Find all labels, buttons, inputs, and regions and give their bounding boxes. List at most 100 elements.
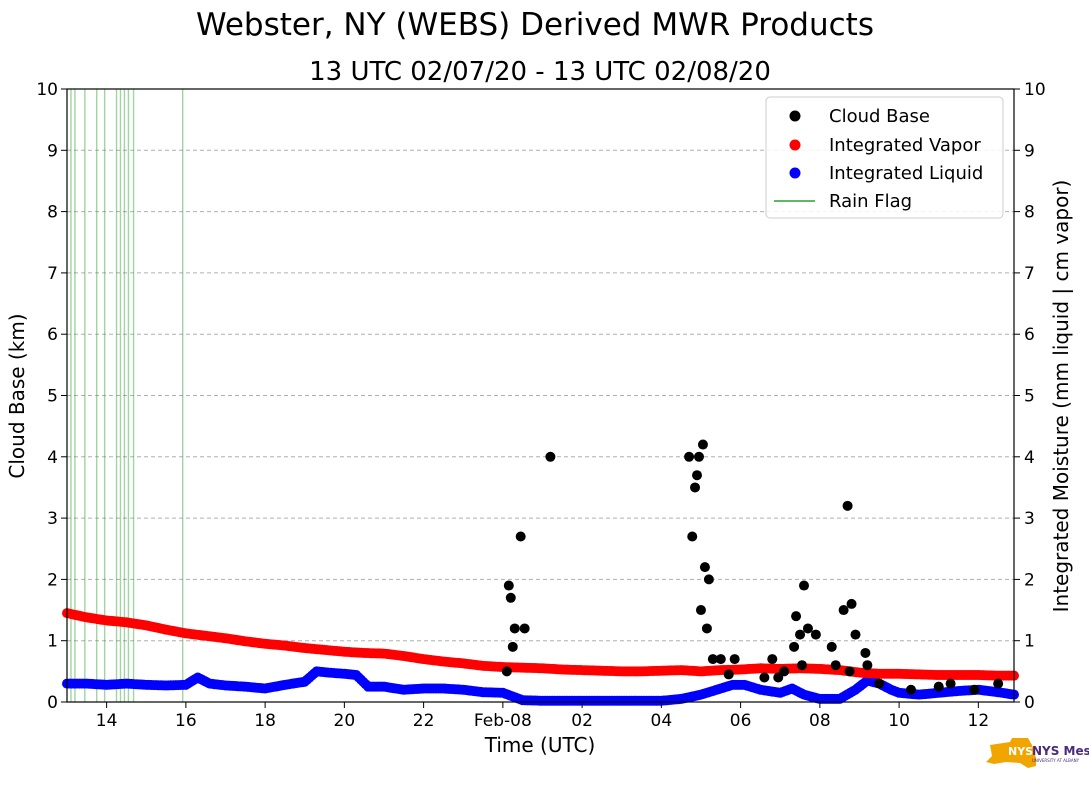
x-tick-label: 22 (413, 711, 435, 731)
nys-mesonet-logo: NYS NYS Mesonet UNIVERSITY AT ALBANY (986, 738, 1089, 768)
x-tick-label: 20 (334, 711, 356, 731)
cloud-base-point (515, 531, 526, 542)
cloud-base-point (507, 641, 518, 652)
cloud-base-point (545, 451, 556, 462)
legend: Cloud Base Integrated Vapor Integrated L… (765, 96, 1004, 219)
x-axis-ticks: 14 16 18 20 22 Feb-08 02 04 06 08 10 12 (96, 702, 989, 731)
legend-label-integrated-liquid: Integrated Liquid (829, 163, 983, 184)
y2-tick-label: 2 (1024, 570, 1035, 590)
y2-axis-label: Integrated Moisture (mm liquid | cm vapo… (1049, 180, 1073, 613)
x-axis-label: Time (UTC) (484, 733, 596, 757)
cloud-base-point (802, 623, 813, 634)
cloud-base-point (945, 678, 956, 689)
logo-subtext: UNIVERSITY AT ALBANY (1032, 758, 1080, 763)
cloud-base-point (519, 623, 530, 634)
chart-subtitle: 13 UTC 02/07/20 - 13 UTC 02/08/20 (309, 57, 771, 87)
cloud-base-point (505, 592, 516, 603)
y-tick-label: 3 (47, 509, 58, 529)
y-tick-label: 4 (47, 448, 58, 468)
y-axis-label: Cloud Base (km) (5, 313, 29, 478)
cloud-base-point (850, 629, 861, 640)
y2-tick-label: 0 (1024, 693, 1035, 713)
chart-title: Webster, NY (WEBS) Derived MWR Products (196, 7, 874, 43)
cloud-base-point (810, 629, 821, 640)
cloud-base-point (723, 669, 734, 680)
cloud-base-point (874, 678, 885, 689)
cloud-base-point (844, 666, 855, 677)
x-tick-label: 14 (96, 711, 118, 731)
x-tick-label: 02 (571, 711, 593, 731)
cloud-base-point (687, 531, 698, 542)
y-tick-label: 7 (47, 264, 58, 284)
x-tick-label: 16 (175, 711, 197, 731)
cloud-base-point (779, 666, 790, 677)
cloud-base-point (701, 623, 712, 634)
cloud-base-point (503, 580, 514, 591)
y2-tick-label: 5 (1024, 387, 1035, 407)
logo-nys-text: NYS (1008, 745, 1033, 758)
legend-label-cloud-base: Cloud Base (829, 106, 930, 127)
y2-tick-label: 3 (1024, 509, 1035, 529)
cloud-base-point (905, 684, 916, 695)
y2-tick-label: 8 (1024, 203, 1035, 223)
y2-axis-ticks: 0 1 2 3 4 5 6 7 8 9 10 (1014, 80, 1046, 713)
y-tick-label: 8 (47, 203, 58, 223)
cloud-base-point (699, 562, 710, 573)
x-tick-label: 08 (809, 711, 831, 731)
cloud-base-point (798, 580, 809, 591)
y2-tick-label: 6 (1024, 325, 1035, 345)
cloud-base-point (797, 660, 808, 671)
cloud-base-series (501, 439, 1004, 695)
cloud-base-point (842, 500, 853, 511)
legend-marker-integrated-vapor (789, 139, 801, 151)
cloud-base-point (862, 660, 873, 671)
y2-tick-label: 7 (1024, 264, 1035, 284)
rain-flag-lines (70, 89, 184, 702)
cloud-base-point (715, 654, 726, 665)
cloud-base-point (697, 439, 708, 450)
cloud-base-point (969, 684, 980, 695)
x-tick-label: 04 (651, 711, 673, 731)
x-tick-label: Feb-08 (474, 711, 532, 731)
cloud-base-point (773, 672, 784, 683)
y2-tick-label: 4 (1024, 448, 1035, 468)
y-tick-label: 9 (47, 141, 58, 161)
cloud-base-point (846, 598, 857, 609)
cloud-base-point (707, 654, 718, 665)
cloud-base-point (860, 647, 871, 658)
cloud-base-point (933, 681, 944, 692)
cloud-base-point (830, 660, 841, 671)
cloud-base-point (759, 672, 770, 683)
x-tick-label: 12 (968, 711, 990, 731)
legend-label-integrated-vapor: Integrated Vapor (829, 135, 981, 156)
y2-tick-label: 10 (1024, 80, 1046, 100)
y-axis-ticks: 0 1 2 3 4 5 6 7 8 9 10 (36, 80, 67, 713)
legend-marker-integrated-liquid (789, 167, 801, 179)
legend-marker-cloud-base (789, 110, 801, 122)
logo-mesonet-text: NYS Mesonet (1032, 744, 1089, 758)
legend-label-rain-flag: Rain Flag (829, 191, 912, 212)
new-york-state-icon (986, 738, 1036, 768)
y2-tick-label: 9 (1024, 141, 1035, 161)
x-tick-label: 18 (254, 711, 276, 731)
legend-box (765, 96, 1004, 219)
cloud-base-point (826, 641, 837, 652)
cloud-base-point (501, 666, 512, 677)
cloud-base-point (729, 654, 740, 665)
cloud-base-point (692, 470, 703, 481)
cloud-base-point (684, 451, 695, 462)
y-tick-label: 2 (47, 570, 58, 590)
cloud-base-point (695, 605, 706, 616)
y-tick-label: 5 (47, 387, 58, 407)
y2-tick-label: 1 (1024, 632, 1035, 652)
cloud-base-point (693, 451, 704, 462)
cloud-base-point (993, 678, 1004, 689)
y-tick-label: 6 (47, 325, 58, 345)
y-tick-label: 10 (36, 80, 58, 100)
cloud-base-point (838, 605, 849, 616)
cloud-base-point (690, 482, 701, 493)
cloud-base-point (791, 611, 802, 622)
x-tick-label: 06 (730, 711, 752, 731)
y-tick-label: 1 (47, 632, 58, 652)
